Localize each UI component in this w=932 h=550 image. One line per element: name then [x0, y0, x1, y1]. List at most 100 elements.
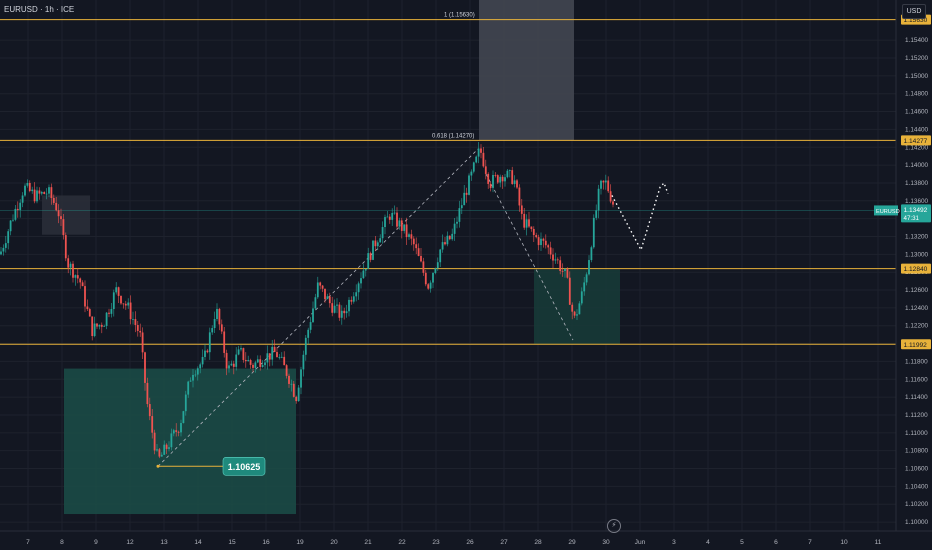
candle-body: [297, 387, 300, 402]
candle-body: [544, 240, 547, 246]
candle-body: [393, 212, 396, 214]
candle-body: [597, 188, 600, 211]
candle-body: [554, 259, 557, 261]
candle-body: [549, 247, 552, 255]
candle-body: [156, 449, 158, 451]
candle-body: [57, 210, 60, 217]
candle-body: [103, 325, 106, 327]
candle-body: [256, 359, 259, 363]
candle-body: [564, 268, 566, 272]
candle-body: [93, 323, 96, 337]
candle-body: [444, 242, 446, 245]
projection-dotted-line: [611, 181, 669, 252]
candle-body: [537, 237, 540, 246]
price-axis[interactable]: 1.15400 1.15200 1.15000 1.14800 1.14600 1.144…: [874, 0, 932, 550]
time-tick-label: 3: [672, 539, 676, 546]
candle-body: [146, 382, 149, 405]
candle-body: [163, 444, 166, 455]
candle-body: [525, 219, 528, 228]
candle-body: [158, 449, 161, 457]
time-tick-label: 22: [398, 539, 406, 546]
price-tick-label: 1.12200: [905, 323, 929, 330]
price-tick-label: 1.12600: [905, 287, 929, 294]
candle-body: [304, 337, 307, 355]
price-tick-label: 1.11000: [905, 430, 928, 437]
candle-body: [74, 275, 77, 278]
candle-body: [420, 255, 422, 262]
candle-body: [16, 208, 19, 210]
candle-body: [309, 322, 312, 330]
candle-body: [333, 305, 336, 313]
candle-body: [472, 162, 475, 172]
candle-body: [496, 175, 499, 183]
candle-body: [134, 319, 137, 325]
candle-body: [458, 208, 461, 222]
currency-button[interactable]: USD: [902, 4, 926, 19]
candle-body: [175, 430, 178, 432]
price-tick-label: 1.10000: [905, 519, 929, 526]
time-axis[interactable]: 7 8 9 12 13 14 15 16 19 20 21 22 23 26 27 28 29 30 Jun 3 4 5 6…: [0, 530, 932, 550]
candle-body: [453, 223, 456, 234]
candle-body: [160, 454, 163, 457]
candle-body: [571, 304, 574, 312]
candle-body: [28, 183, 31, 192]
candle-body: [144, 352, 146, 383]
demand-zone-box: [64, 368, 296, 515]
symbol-title[interactable]: EURUSD · 1h · ICE: [4, 5, 75, 14]
candle-body: [400, 220, 403, 231]
candle-body: [115, 287, 118, 293]
dashed-trendlines: [157, 148, 574, 467]
supply-zone-box: [479, 0, 574, 141]
candle-body: [216, 308, 218, 320]
candle-body: [480, 148, 482, 153]
time-tick-label: 7: [26, 539, 30, 546]
candle-body: [520, 205, 523, 214]
candle-body: [508, 170, 511, 171]
candle-body: [55, 202, 58, 211]
candle-body: [381, 227, 384, 239]
price-tick-label: 1.15400: [905, 37, 929, 44]
price-callout[interactable]: 1.10625: [156, 456, 266, 476]
candle-body: [168, 447, 170, 449]
candle-body: [266, 353, 269, 363]
candle-body: [528, 219, 530, 227]
candle-body: [14, 208, 17, 220]
candle-body: [211, 328, 214, 333]
candle-body: [67, 258, 70, 268]
candle-body: [494, 174, 497, 176]
candle-body: [576, 314, 578, 316]
callout-price-text: 1.10625: [228, 462, 261, 472]
price-tick-label: 1.10600: [905, 466, 929, 473]
candle-body: [48, 187, 50, 194]
candle-body: [76, 275, 79, 279]
candle-body: [151, 416, 154, 433]
candle-body: [237, 349, 240, 355]
time-tick-label: 6: [774, 539, 778, 546]
candle-body: [427, 284, 430, 289]
candle-body: [360, 278, 362, 284]
candle-body: [429, 282, 432, 289]
price-tick-label: 1.11800: [905, 358, 928, 365]
candle-body: [432, 272, 434, 283]
candle-body: [64, 235, 67, 259]
candle-body: [547, 245, 550, 248]
time-tick-label: 23: [432, 539, 440, 546]
lightning-icon[interactable]: ⚡: [607, 519, 621, 533]
price-axis-background: [896, 0, 932, 550]
candle-body: [487, 173, 490, 184]
horizontal-levels[interactable]: 1 (1.15630) 0.618 (1.14270): [0, 13, 896, 345]
candle-body: [180, 423, 182, 433]
candle-body: [225, 352, 228, 369]
symbol-price-tag: [874, 205, 898, 216]
candle-body: [367, 253, 370, 269]
candle-body: [441, 242, 444, 250]
price-tick-label: 1.11400: [905, 394, 928, 401]
candle-body: [295, 396, 298, 402]
level-price-tag-text: 1.11992: [904, 342, 928, 349]
candle-body: [252, 364, 254, 368]
candle-body: [69, 263, 72, 268]
time-tick-label: 8: [60, 539, 64, 546]
demand-zone-box-right: [534, 269, 620, 345]
time-tick-label: 11: [875, 539, 882, 546]
